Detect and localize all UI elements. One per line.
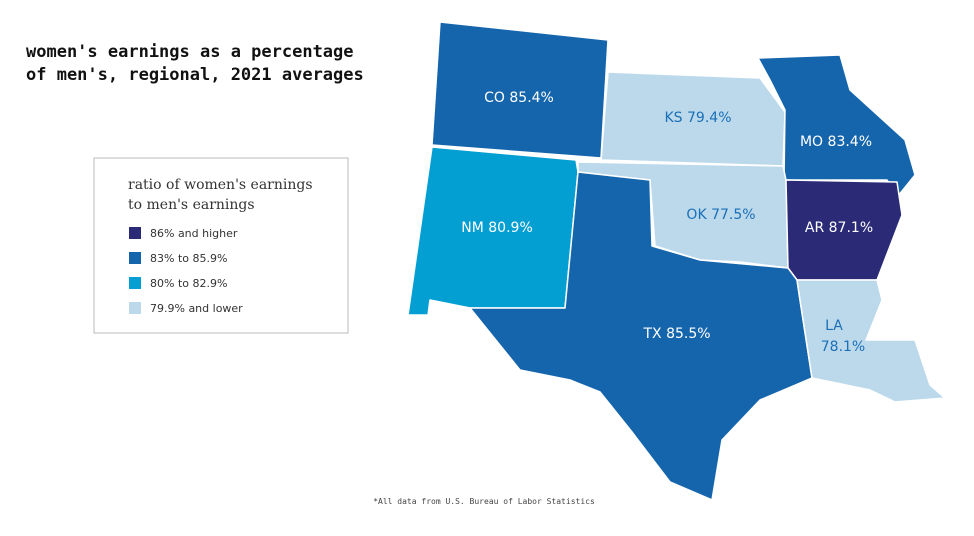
- state-label: MO 83.4%: [800, 134, 872, 150]
- state-abbr: CO: [484, 90, 505, 106]
- state-label: AR 87.1%: [805, 220, 873, 236]
- state-abbr: TX: [642, 326, 662, 342]
- state-shape: [796, 279, 946, 403]
- legend-title: ratio of women's earnings: [128, 177, 313, 193]
- state-value: 87.1%: [829, 220, 873, 236]
- legend-label: 86% and higher: [150, 227, 238, 240]
- state-value: 83.4%: [828, 134, 872, 150]
- state-value: 85.4%: [509, 90, 553, 106]
- state-label: OK 77.5%: [686, 207, 755, 223]
- state-value: 80.9%: [488, 220, 532, 236]
- map: [407, 21, 946, 501]
- state-label: CO 85.4%: [484, 90, 554, 106]
- state-label: NM 80.9%: [461, 220, 533, 236]
- state-abbr: MO: [800, 134, 823, 150]
- legend-swatch: [129, 302, 141, 314]
- legend-items: 86% and higher 83% to 85.9% 80% to 82.9% 79…: [129, 227, 243, 315]
- legend-box: [93, 157, 349, 334]
- footnote: *All data from U.S. Bureau of Labor Stat…: [373, 497, 595, 506]
- state-value: 79.4%: [687, 110, 731, 126]
- legend-swatch: [129, 277, 141, 289]
- legend-label: 79.9% and lower: [150, 302, 243, 315]
- legend-swatch: [129, 227, 141, 239]
- state-label: KS 79.4%: [664, 110, 731, 126]
- legend-swatch: [129, 252, 141, 264]
- state-abbr: OK: [686, 207, 707, 223]
- state-abbr: KS: [664, 110, 682, 126]
- title-line: women's earnings as a percentage: [26, 42, 354, 62]
- state-value: 78.1%: [821, 339, 865, 355]
- state-value: 77.5%: [711, 207, 755, 223]
- legend-title: to men's earnings: [128, 197, 255, 213]
- state-label: TX 85.5%: [642, 326, 710, 342]
- state-shape: [469, 171, 813, 501]
- state-abbr: AR: [805, 220, 825, 236]
- title-line: of men's, regional, 2021 averages: [26, 65, 364, 85]
- state-value: 85.5%: [666, 326, 710, 342]
- labels: CO 85.4% KS 79.4% MO 83.4% NM 80.9% OK 77.5%…: [461, 90, 873, 355]
- legend-label: 80% to 82.9%: [150, 277, 227, 290]
- legend-label: 83% to 85.9%: [150, 252, 227, 265]
- state-abbr: NM: [461, 220, 484, 236]
- state-abbr: LA: [825, 318, 843, 334]
